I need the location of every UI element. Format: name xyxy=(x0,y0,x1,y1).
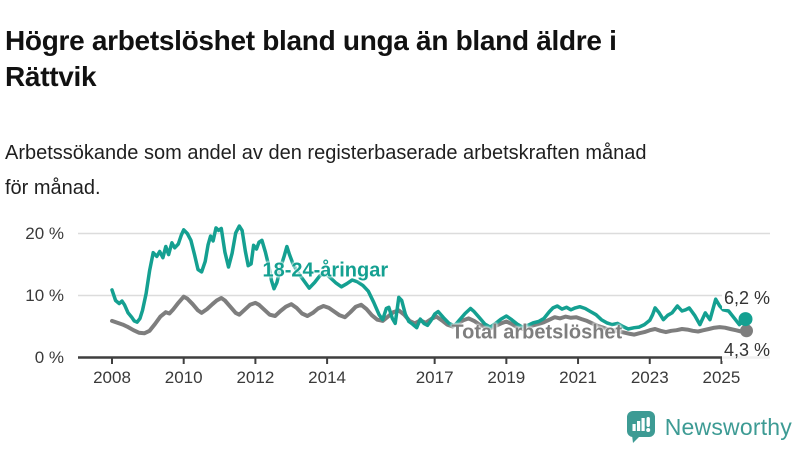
y-axis-label: 0 % xyxy=(34,347,64,367)
page-title: Högre arbetslöshet bland unga än bland ä… xyxy=(5,24,617,92)
value-label-total: 4,3 % xyxy=(721,340,772,361)
newsworthy-wordmark: Newsworthy xyxy=(664,413,792,440)
x-axis-label: 2017 xyxy=(415,367,454,387)
series-end-dot-total xyxy=(740,324,753,338)
x-axis-label: 2012 xyxy=(236,367,275,387)
bar-chart-speech-bubble-icon xyxy=(626,411,655,443)
newsworthy-logo: Newsworthy xyxy=(626,410,792,444)
value-label-young: 6,2 % xyxy=(721,288,772,309)
series-end-dot-young xyxy=(738,312,753,327)
x-axis-label: 2010 xyxy=(164,367,203,387)
series-label-young: 18-24-åringar xyxy=(262,259,389,282)
page-subtitle: Arbetssökande som andel av den registerb… xyxy=(5,142,647,199)
x-axis-label: 2019 xyxy=(487,367,526,387)
x-axis-label: 2025 xyxy=(702,367,741,387)
y-axis-label: 10 % xyxy=(25,285,64,305)
x-axis-label: 2021 xyxy=(559,367,597,387)
line-chart: 0 % 10 % 20 % 2008 2010 2012 2014 2017 2019 2021… xyxy=(0,190,800,410)
series-line-young xyxy=(110,224,748,331)
x-axis-label: 2023 xyxy=(630,367,669,387)
y-axis-label: 20 % xyxy=(25,223,64,243)
x-axis-label: 2008 xyxy=(93,367,131,387)
x-axis-label: 2014 xyxy=(308,367,346,387)
series-label-total: Total arbetslöshet xyxy=(451,321,623,344)
